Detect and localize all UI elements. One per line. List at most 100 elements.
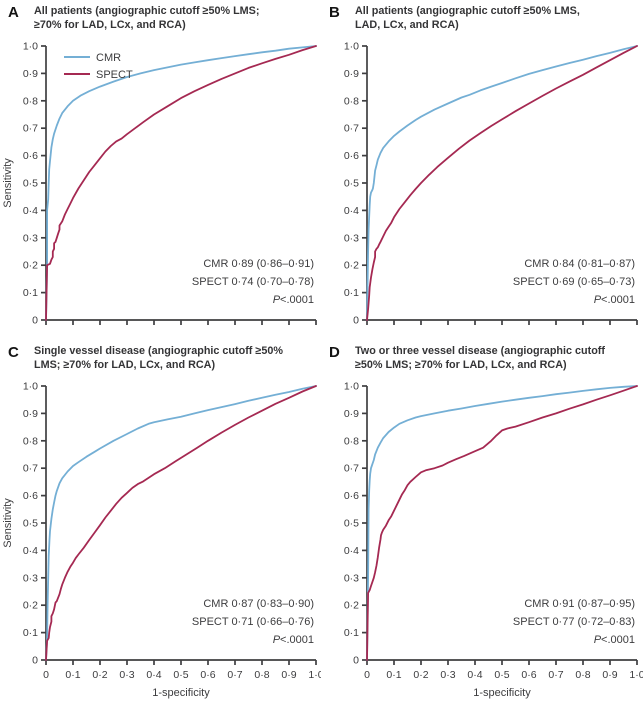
panel-d-title: Two or three vessel disease (angiographi… [355,345,639,373]
x-axis-label: 1-specificity [473,687,531,699]
auc-annotation-line: P<.0001 [273,634,314,646]
y-tick-label: 0·8 [23,95,38,107]
y-tick-label: 0·2 [23,600,38,612]
roc-curve-cmr [45,385,317,661]
auc-annotation-line: CMR 0·89 (0·86–0·91) [203,258,314,270]
panel-c-letter: C [8,344,19,361]
roc-curve-spect [366,385,638,661]
panel-d-header: D Two or three vessel disease (angiograp… [321,336,643,380]
y-tick-label: 0·1 [344,287,359,299]
y-tick-label: 0·4 [23,545,38,557]
y-tick-label: 0·2 [344,600,359,612]
y-tick-label: 0·4 [344,205,359,217]
panel-c: C Single vessel disease (angiographic cu… [0,336,321,708]
y-tick-label: 0·5 [344,178,359,190]
auc-annotation-line: P<.0001 [594,634,635,646]
y-tick-label: 0·2 [23,260,38,272]
y-tick-label: 0·9 [23,68,38,80]
roc-curve-cmr [366,385,638,661]
panel-a-title-line1: All patients (angiographic cutoff ≥50% L… [34,5,260,17]
x-tick-label: 0·8 [575,669,590,681]
panel-d: D Two or three vessel disease (angiograp… [321,336,643,708]
y-tick-label: 0·9 [344,408,359,420]
panel-d-title-line1: Two or three vessel disease (angiographi… [355,345,605,357]
y-tick-label: 0·3 [344,232,359,244]
auc-annotation-line: SPECT 0·69 (0·65–0·73) [513,276,635,288]
roc-curve-spect [45,385,317,661]
y-tick-label: 0·4 [23,205,38,217]
y-tick-label: 0·6 [23,150,38,162]
y-tick-label: 0·6 [23,490,38,502]
x-tick-label: 0·2 [92,669,107,681]
x-tick-label: 0·7 [548,669,563,681]
roc-curve-cmr [45,45,317,321]
y-tick-label: 0·7 [23,123,38,135]
y-tick-label: 0·6 [344,490,359,502]
panel-c-title-line1: Single vessel disease (angiographic cuto… [34,345,283,357]
auc-annotation-line: P<.0001 [273,294,314,306]
y-tick-label: 0·5 [23,178,38,190]
x-tick-label: 0·1 [386,669,401,681]
y-tick-label: 0·7 [344,463,359,475]
y-tick-label: 0·7 [23,463,38,475]
y-tick-label: 1·0 [23,41,38,53]
panel-b-title: All patients (angiographic cutoff ≥50% L… [355,5,639,33]
y-tick-label: 0·3 [23,572,38,584]
roc-curve-spect [366,45,638,321]
y-tick-label: 0·6 [344,150,359,162]
x-tick-label: 0·9 [602,669,617,681]
x-tick-label: 1·0 [308,669,321,681]
x-tick-label: 0·3 [119,669,134,681]
y-tick-label: 0·3 [23,232,38,244]
panel-b: B All patients (angiographic cutoff ≥50%… [321,0,643,336]
x-tick-label: 0·7 [227,669,242,681]
panel-a: A All patients (angiographic cutoff ≥50%… [0,0,321,336]
axes [41,385,317,665]
y-tick-label: 0·5 [23,518,38,530]
x-tick-label: 0·4 [467,669,482,681]
roc-chart-d: 00 0·1 0·1 0·2 0·2 0·3 0·3 0·4 0·4 0·5 0·5 0·6 0·6 0·… [344,381,643,700]
panel-c-header: C Single vessel disease (angiographic cu… [0,336,321,380]
x-tick-label: 0·4 [146,669,161,681]
y-tick-label: 1·0 [344,41,359,53]
y-tick-label: 0·7 [344,123,359,135]
legend-label-spect: SPECT [96,69,133,81]
auc-annotation-line: CMR 0·91 (0·87–0·95) [524,598,635,610]
auc-annotation-line: SPECT 0·74 (0·70–0·78) [192,276,314,288]
x-tick-label: 0·6 [200,669,215,681]
auc-annotation-line: P<.0001 [594,294,635,306]
auc-annotation-line: SPECT 0·77 (0·72–0·83) [513,616,635,628]
panel-b-title-line1: All patients (angiographic cutoff ≥50% L… [355,5,580,17]
roc-chart-c: 00 0·1 0·1 0·2 0·2 0·3 0·3 0·4 0·4 0·5 0·5 0·6 0·6 0·… [2,381,321,700]
y-tick-label: 0 [353,315,359,327]
panel-d-title-line2: ≥50% LMS; ≥70% for LAD, LCx, and RCA) [355,358,567,371]
x-tick-label: 1·0 [629,669,643,681]
x-tick-label: 0·5 [494,669,509,681]
y-tick-label: 0·1 [23,287,38,299]
y-tick-label: 0·1 [23,627,38,639]
panel-a-title: All patients (angiographic cutoff ≥50% L… [34,5,318,33]
y-tick-label: 0·2 [344,260,359,272]
auc-annotation-line: CMR 0·87 (0·83–0·90) [203,598,314,610]
panel-b-letter: B [329,4,340,21]
y-tick-label: 0·8 [344,435,359,447]
y-tick-label: 0·8 [344,95,359,107]
roc-chart-b: 0 0·1 0·2 0·3 0·4 0·5 0·6 0·7 0·8 0·9 1·0 CMR 0·84 … [344,41,638,327]
x-tick-label: 0·8 [254,669,269,681]
y-tick-label: 0·9 [344,68,359,80]
y-tick-label: 0 [353,655,359,667]
panel-a-header: A All patients (angiographic cutoff ≥50%… [0,0,321,40]
roc-curve-cmr [366,45,638,321]
y-tick-label: 1·0 [344,381,359,393]
y-tick-label: 0·5 [344,518,359,530]
x-tick-label: 0·1 [65,669,80,681]
y-tick-label: 0 [32,655,38,667]
y-tick-label: 0·8 [23,435,38,447]
y-axis-label: Sensitivity [2,158,14,208]
y-tick-label: 1·0 [23,381,38,393]
y-axis-label: Sensitivity [2,498,14,548]
axes [41,45,317,325]
roc-chart-a: 0 0·1 0·2 0·3 0·4 0·5 0·6 0·7 0·8 0·9 1·0 Sensitivi… [2,41,317,327]
legend-label-cmr: CMR [96,52,121,64]
